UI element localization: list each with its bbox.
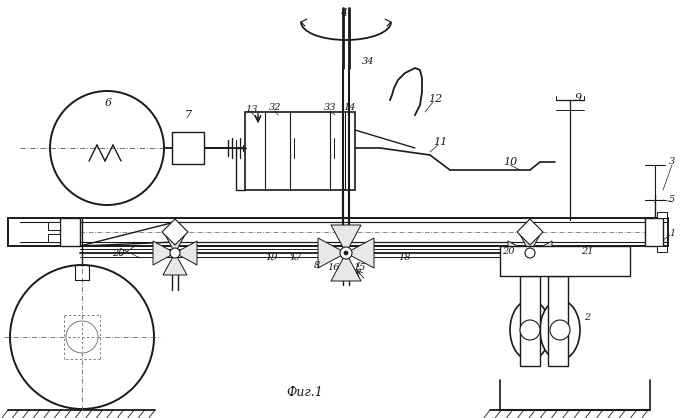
Text: 9: 9 [575,93,582,103]
Bar [548,276,568,366]
Polygon shape [508,241,530,265]
Polygon shape [318,238,346,268]
Text: 20: 20 [502,247,514,257]
Bar [48,222,60,230]
Text: 18: 18 [399,253,412,263]
Bar [657,212,667,218]
Text: 2: 2 [584,314,590,323]
Polygon shape [153,241,175,265]
Polygon shape [331,253,361,281]
Bar [60,218,80,246]
Text: 13: 13 [246,105,258,115]
Text: 11: 11 [433,137,447,147]
Circle shape [50,91,164,205]
Text: 8: 8 [314,260,320,270]
Text: 32: 32 [269,104,281,112]
Circle shape [344,251,348,255]
Text: 20: 20 [112,248,125,257]
Text: 6: 6 [104,98,111,108]
Polygon shape [175,241,197,265]
Text: II: II [355,268,361,276]
Text: I: I [356,261,360,269]
Text: 15: 15 [354,263,366,273]
Text: 5: 5 [669,196,675,204]
Polygon shape [517,219,543,245]
Polygon shape [518,253,542,275]
Text: 21: 21 [581,247,594,257]
Bar [657,246,667,252]
Text: 34: 34 [362,58,375,66]
Polygon shape [331,225,361,253]
Text: 3: 3 [669,158,675,166]
Bar [500,246,630,276]
Polygon shape [346,238,374,268]
Circle shape [10,265,154,409]
Text: Фиг.1: Фиг.1 [286,387,323,400]
Circle shape [170,248,180,258]
Bar [48,234,60,242]
Circle shape [520,320,540,340]
Text: 1: 1 [669,229,675,237]
Text: 19: 19 [266,253,279,263]
Circle shape [340,247,352,259]
Bar [172,132,204,164]
Text: 10: 10 [503,157,517,167]
Text: 14: 14 [344,104,356,112]
Polygon shape [163,253,187,275]
Circle shape [550,320,570,340]
Ellipse shape [540,300,580,360]
Bar [645,218,663,246]
Polygon shape [530,241,552,265]
Text: 12: 12 [428,94,442,104]
Polygon shape [163,231,187,253]
Bar [245,112,355,190]
Circle shape [66,321,98,353]
Text: 4: 4 [340,8,348,18]
Text: 7: 7 [184,110,192,120]
Text: 16: 16 [328,263,340,273]
Text: 17: 17 [290,253,302,263]
Text: 33: 33 [323,104,336,112]
Bar [520,276,540,366]
Polygon shape [518,231,542,253]
Polygon shape [162,219,188,245]
Circle shape [525,248,535,258]
Ellipse shape [510,300,550,360]
